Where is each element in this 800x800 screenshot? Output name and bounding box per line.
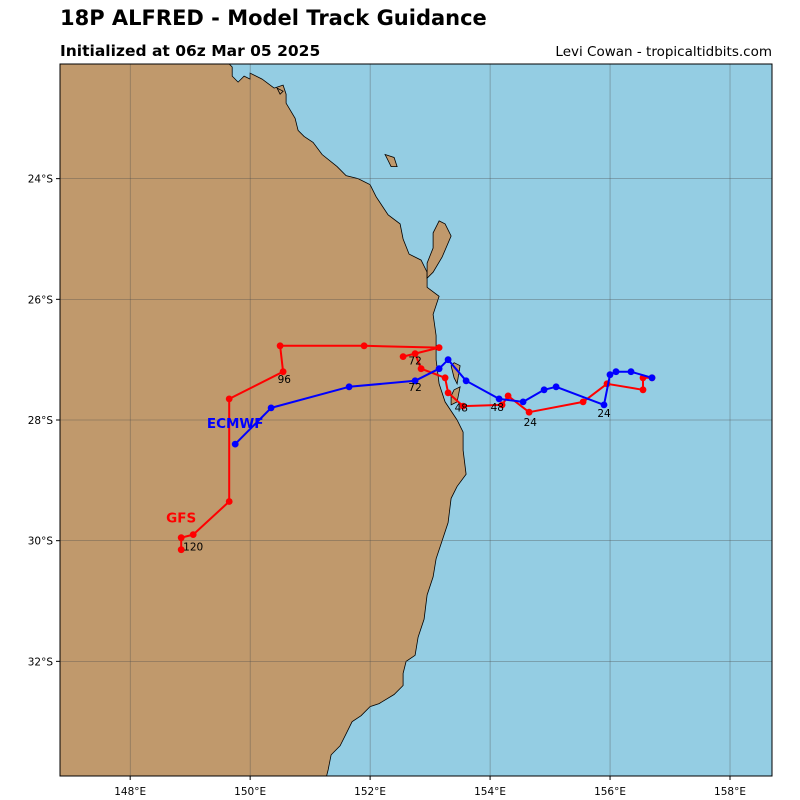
lon-tick-label: 150°E [234,786,266,798]
model-tracks [177,342,656,554]
ecmwf-track-point [411,377,419,385]
gfs-hour-label: 24 [524,417,538,429]
axis-ticks: 148°E 150°E 152°E 154°E 156°E 158°E 24°S 26°S 28… [28,174,746,798]
gfs-track-point [417,365,425,373]
ecmwf-track-point [495,395,503,403]
ecmwf-track-point [600,401,608,409]
gfs-track-point [177,534,185,542]
gfs-track-point [225,498,233,505]
ecmwf-track-point [462,377,470,385]
lon-tick-label: 152°E [354,786,386,798]
ecmwf-track-point [435,365,443,373]
page-title: 18P ALFRED - Model Track Guidance [60,6,487,30]
gfs-track-point [360,342,368,350]
lon-tick-label: 158°E [714,786,746,798]
gfs-hour-label: 96 [278,374,292,386]
gfs-track-point [411,350,419,357]
gfs-track-point [177,546,185,554]
credit-text: Levi Cowan - tropicaltidbits.com [555,44,772,60]
island-3 [426,220,452,280]
ecmwf-track-point [627,368,635,376]
gfs-track-point [525,408,533,416]
lat-tick-label: 24°S [28,174,54,186]
island-1 [384,153,398,168]
gfs-track-point [225,395,233,403]
gfs-hour-label: 120 [183,541,203,553]
gfs-track-point [579,398,587,406]
ecmwf-track-point [519,398,527,406]
init-time-subtitle: Initialized at 06z Mar 05 2025 [60,42,321,60]
gfs-model-label: GFS [166,511,196,527]
gfs-track-point [459,402,467,410]
gfs-track-point [504,392,512,400]
ecmwf-hour-label: 72 [408,382,421,394]
lat-tick-label: 26°S [28,294,54,306]
lon-tick-label: 156°E [594,786,626,798]
ecmwf-track-point [606,371,614,379]
gfs-hour-label: 72 [408,356,421,368]
island-2 [276,87,284,95]
gfs-track-point [399,353,407,360]
gfs-track-point [435,344,443,351]
gfs-track-point [441,374,449,382]
lat-tick-label: 30°S [28,536,54,548]
ecmwf-track-point [231,440,239,448]
lat-tick-label: 32°S [28,656,54,668]
gfs-track-point [498,401,506,409]
ecmwf-track-point [444,356,452,364]
ecmwf-hour-label: 48 [491,402,504,414]
coastline [228,64,467,776]
gfs-track-point [189,531,197,538]
gfs-track-point [276,342,284,350]
ecmwf-model-label: ECMWF [207,416,264,432]
ecmwf-track-point [648,374,656,382]
ecmwf-track-point [612,368,620,376]
gfs-track-point [279,368,287,376]
lat-tick-label: 28°S [28,415,54,427]
gfs-hour-label: 48 [455,403,468,415]
ecmwf-track-point [552,383,560,391]
ecmwf-hour-label: 24 [597,408,611,420]
lon-tick-label: 154°E [474,786,506,798]
lat-lon-grid [60,64,772,776]
ecmwf-track-point [540,386,548,394]
gfs-track-point [639,386,647,394]
ecmwf-track-point [267,404,275,412]
ecmwf-track-point [345,383,353,391]
gfs-track-point [444,389,452,397]
lon-tick-label: 148°E [114,786,146,798]
track-labels: 24 48 72 96 120 GFS 24 48 72 ECMWF [166,356,611,554]
